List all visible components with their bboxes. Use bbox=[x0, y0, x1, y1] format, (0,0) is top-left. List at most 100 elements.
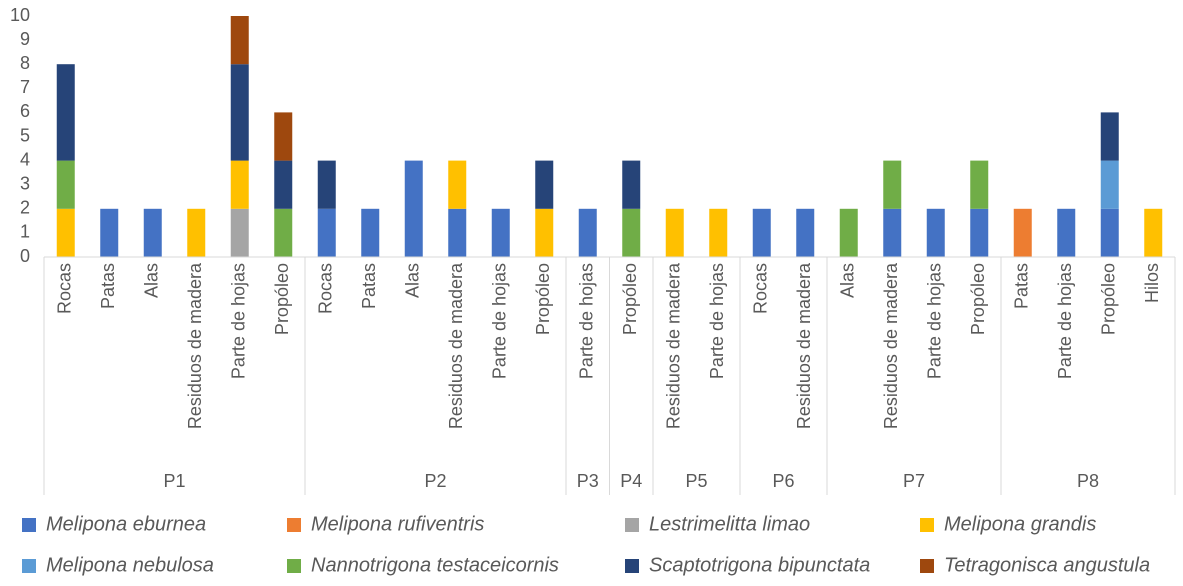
group-label: P5 bbox=[685, 471, 707, 491]
x-tick-label: Patas bbox=[98, 263, 118, 309]
y-tick-label: 10 bbox=[10, 5, 30, 25]
x-tick-label: Rocas bbox=[55, 263, 75, 314]
bar-segment bbox=[926, 208, 945, 257]
x-tick-label: Parte de hojas bbox=[1055, 263, 1075, 379]
bar-segment bbox=[230, 16, 249, 65]
x-tick-label: Parte de hojas bbox=[490, 263, 510, 379]
y-tick-label: 2 bbox=[20, 198, 30, 218]
x-tick-label: Alas bbox=[403, 263, 423, 298]
bar-segment bbox=[143, 208, 162, 257]
group-label: P7 bbox=[903, 471, 925, 491]
legend-swatch bbox=[22, 559, 36, 573]
legend-swatch bbox=[625, 518, 639, 532]
legend-label: Nannotrigona testaceicornis bbox=[311, 554, 559, 576]
bar-segment bbox=[230, 64, 249, 161]
bar-segment bbox=[230, 208, 249, 257]
bar-segment bbox=[317, 208, 336, 257]
bar-segment bbox=[230, 160, 249, 209]
y-tick-label: 3 bbox=[20, 173, 30, 193]
legend-swatch bbox=[920, 518, 934, 532]
bar-segment bbox=[796, 208, 815, 257]
bar-segment bbox=[883, 160, 902, 209]
bar-segment bbox=[361, 208, 380, 257]
legend-swatch bbox=[625, 559, 639, 573]
bar-segment bbox=[839, 208, 858, 257]
bar-segment bbox=[274, 160, 293, 209]
bar-segment bbox=[1100, 160, 1119, 209]
bar-segment bbox=[1100, 208, 1119, 257]
x-tick-label: Propóleo bbox=[968, 263, 988, 335]
legend-label: Melipona eburnea bbox=[46, 513, 206, 535]
group-label: P1 bbox=[163, 471, 185, 491]
y-tick-label: 8 bbox=[20, 53, 30, 73]
legend-swatch bbox=[22, 518, 36, 532]
bar-segment bbox=[1144, 208, 1163, 257]
legend-label: Melipona rufiventris bbox=[311, 513, 484, 535]
bar-segment bbox=[622, 208, 641, 257]
bar-segment bbox=[1057, 208, 1076, 257]
x-tick-label: Residuos de madera bbox=[794, 262, 814, 429]
bar-segment bbox=[56, 160, 75, 209]
legend-swatch bbox=[287, 518, 301, 532]
legend-swatch bbox=[920, 559, 934, 573]
y-tick-label: 0 bbox=[20, 246, 30, 266]
x-tick-label: Propóleo bbox=[533, 263, 553, 335]
x-tick-label: Residuos de madera bbox=[664, 262, 684, 429]
y-tick-label: 7 bbox=[20, 77, 30, 97]
y-tick-label: 4 bbox=[20, 149, 30, 169]
x-tick-label: Propóleo bbox=[1099, 263, 1119, 335]
bar-segment bbox=[1013, 208, 1032, 257]
y-tick-label: 9 bbox=[20, 29, 30, 49]
bar-segment bbox=[883, 208, 902, 257]
legend-label: Scaptotrigona bipunctata bbox=[649, 554, 870, 576]
bar-segment bbox=[404, 160, 423, 257]
bar-segment bbox=[970, 208, 989, 257]
group-label: P6 bbox=[772, 471, 794, 491]
x-tick-label: Patas bbox=[1012, 263, 1032, 309]
bar-segment bbox=[274, 208, 293, 257]
group-label: P2 bbox=[424, 471, 446, 491]
bar-segment bbox=[448, 160, 467, 209]
y-tick-label: 1 bbox=[20, 222, 30, 242]
legend-swatch bbox=[287, 559, 301, 573]
y-tick-label: 5 bbox=[20, 125, 30, 145]
bar-segment bbox=[578, 208, 597, 257]
x-tick-label: Residuos de madera bbox=[881, 262, 901, 429]
x-tick-label: Patas bbox=[359, 263, 379, 309]
bar-segment bbox=[1100, 112, 1119, 161]
x-tick-label: Residuos de madera bbox=[446, 262, 466, 429]
group-label: P4 bbox=[620, 471, 642, 491]
bar-segment bbox=[622, 160, 641, 209]
bar-segment bbox=[274, 112, 293, 161]
bar-segment bbox=[317, 160, 336, 209]
x-tick-label: Rocas bbox=[751, 263, 771, 314]
x-tick-label: Hilos bbox=[1142, 263, 1162, 303]
x-tick-label: Alas bbox=[838, 263, 858, 298]
x-tick-label: Residuos de madera bbox=[185, 262, 205, 429]
bar-segment bbox=[665, 208, 684, 257]
x-tick-label: Alas bbox=[142, 263, 162, 298]
x-tick-label: Parte de hojas bbox=[925, 263, 945, 379]
legend-label: Lestrimelitta limao bbox=[649, 513, 810, 535]
x-tick-label: Parte de hojas bbox=[229, 263, 249, 379]
bar-segment bbox=[491, 208, 510, 257]
x-tick-label: Parte de hojas bbox=[707, 263, 727, 379]
bar-segment bbox=[970, 160, 989, 209]
x-tick-label: Parte de hojas bbox=[577, 263, 597, 379]
bar-segment bbox=[100, 208, 119, 257]
legend-label: Melipona grandis bbox=[944, 513, 1096, 535]
bar-segment bbox=[187, 208, 206, 257]
bar-segment bbox=[535, 160, 554, 209]
legend-label: Melipona nebulosa bbox=[46, 554, 214, 576]
y-tick-label: 6 bbox=[20, 101, 30, 121]
bar-segment bbox=[709, 208, 728, 257]
group-label: P3 bbox=[577, 471, 599, 491]
bar-segment bbox=[56, 64, 75, 161]
x-tick-label: Propóleo bbox=[620, 263, 640, 335]
bar-segment bbox=[535, 208, 554, 257]
bar-segment bbox=[56, 208, 75, 257]
legend-label: Tetragonisca angustula bbox=[944, 554, 1150, 576]
x-tick-label: Rocas bbox=[316, 263, 336, 314]
x-tick-label: Propóleo bbox=[272, 263, 292, 335]
